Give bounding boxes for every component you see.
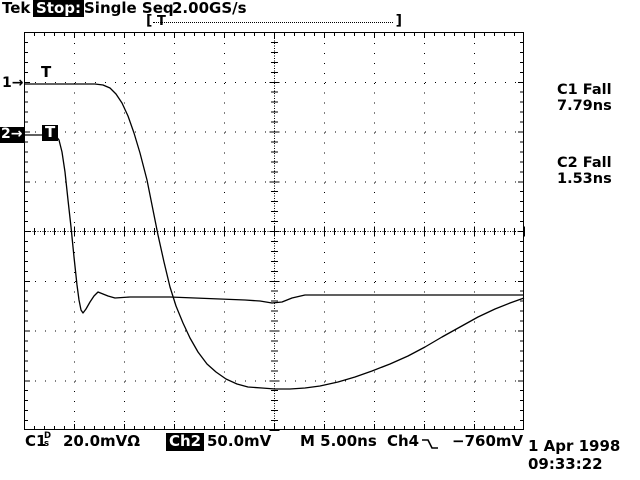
measurement-value: 7.79ns xyxy=(557,98,612,114)
measurement-c2-fall: C2 Fall 1.53ns xyxy=(557,155,612,187)
timebase-readout: M 5.00ns xyxy=(300,432,377,450)
date-label: 1 Apr 1998 xyxy=(528,437,621,455)
channel2-ground-marker: 2→ xyxy=(0,126,25,143)
ch2-readout-label: Ch2 xyxy=(166,433,205,451)
falling-edge-trigger-icon xyxy=(421,436,439,455)
trigger-level-readout: −760mV xyxy=(452,432,524,450)
ch1-trace xyxy=(24,83,525,390)
channel1-ground-marker: 1→ xyxy=(2,75,24,91)
trigger-position-marker: T xyxy=(157,14,166,29)
measurement-value: 1.53ns xyxy=(557,171,612,187)
measurement-c1-fall: C1 Fall 7.79ns xyxy=(557,82,612,114)
ch1-readout-label: C1 xyxy=(25,432,47,450)
measurement-label: C2 Fall xyxy=(557,155,612,171)
acquisition-status-badge: Stop: xyxy=(33,0,85,17)
ch1-scale-readout: 20.0mVΩ xyxy=(63,432,140,450)
ch2-scale-readout: 50.0mV xyxy=(207,432,272,450)
record-left-bracket: [ xyxy=(146,13,153,29)
channel2-trigger-marker: T xyxy=(42,125,59,141)
ch2-trace xyxy=(24,134,524,314)
record-right-bracket: ] xyxy=(395,13,402,29)
time-label: 09:33:22 xyxy=(528,455,603,473)
measurement-label: C1 Fall xyxy=(557,82,612,98)
trigger-source-readout: Ch4 xyxy=(387,432,420,450)
acquisition-mode-label: Single Seq xyxy=(84,0,174,17)
record-position-bar: [ T ] xyxy=(146,13,402,31)
record-window-line xyxy=(153,22,393,23)
channel1-trigger-marker: T xyxy=(41,63,52,81)
sample-rate-label: 2.00GS/s xyxy=(172,0,247,17)
brand-label: Tek xyxy=(2,0,31,17)
ch1-coupling-badge: D s xyxy=(44,431,52,449)
